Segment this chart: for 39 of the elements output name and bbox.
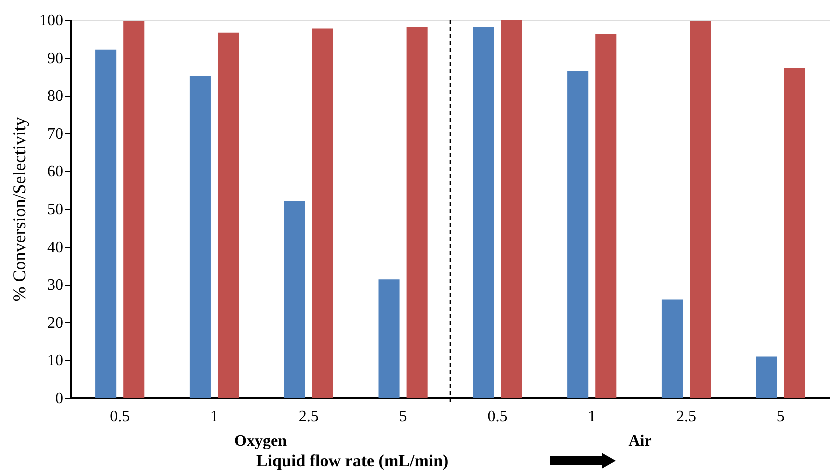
bar: [312, 28, 334, 398]
x-tick-label: 5: [776, 408, 785, 426]
y-tick-label: 20: [48, 314, 64, 332]
bar: [501, 20, 522, 398]
bar: [568, 71, 589, 398]
bar: [218, 32, 240, 398]
y-tick-label: 60: [48, 164, 64, 181]
x-tick-label: 0.5: [110, 408, 130, 426]
y-axis-title: % Conversion/Selectivity: [10, 117, 30, 302]
text: Air: [628, 433, 652, 450]
x-tick-label: 2.5: [298, 408, 319, 426]
x-tick-label: 0.5: [488, 408, 508, 426]
y-tick-label: 50: [48, 202, 64, 218]
bar: [190, 76, 211, 398]
y-tick-label: 90: [48, 50, 64, 68]
bar: [596, 34, 617, 398]
x-tick-label: 1: [588, 408, 596, 426]
x-tick-label: 2.5: [676, 408, 697, 426]
bar: [124, 21, 145, 398]
bar: [406, 27, 428, 398]
y-tick-label: 80: [48, 88, 64, 106]
x-tick-label: 5: [399, 408, 408, 426]
bar: [756, 356, 778, 398]
y-tick-label: 10: [48, 352, 64, 370]
y-tick-label: 0: [56, 390, 64, 408]
bar: [662, 300, 683, 398]
bar: [473, 27, 494, 398]
y-tick-label: 100: [40, 12, 64, 30]
bar: [96, 50, 117, 398]
y-tick-label: 30: [48, 277, 64, 294]
bar: [690, 22, 712, 398]
x-axis-title: Liquid flow rate (mL/min): [256, 452, 449, 470]
x-tick-label: 1: [210, 408, 218, 426]
bar: [284, 201, 306, 398]
y-tick-label: 70: [48, 126, 64, 143]
bar: [784, 68, 806, 398]
y-tick-label: 40: [48, 239, 64, 256]
text: Oxygen: [234, 433, 288, 450]
bar: [378, 280, 400, 398]
